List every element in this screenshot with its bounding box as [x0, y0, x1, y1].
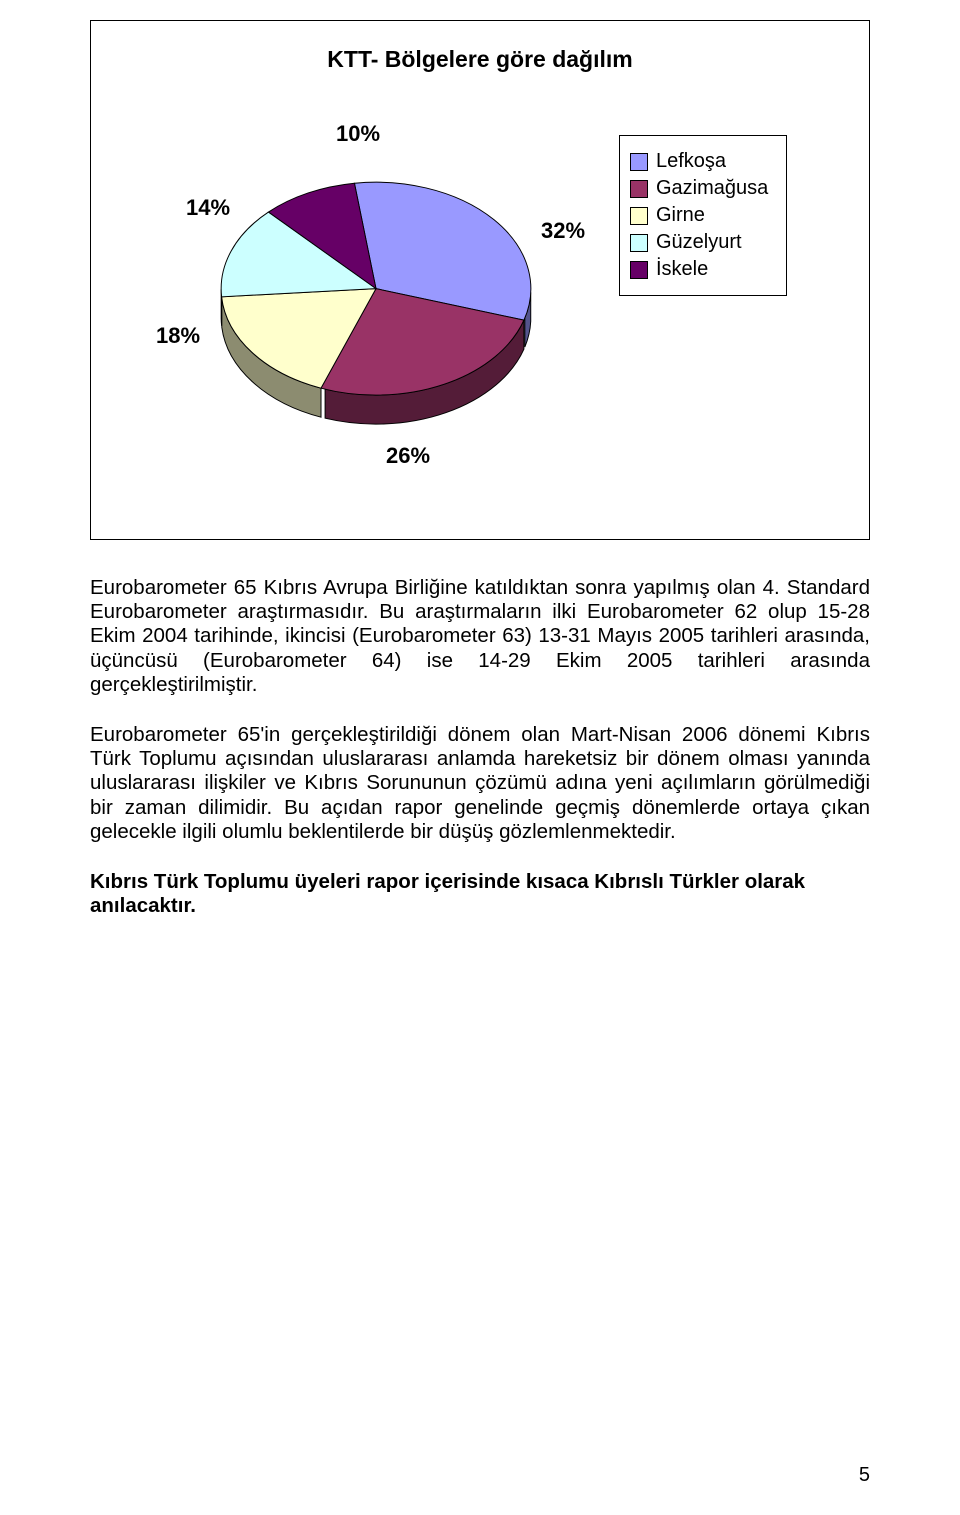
- legend-box: Lefkoşa Gazimağusa Girne Güzelyurt İskele: [619, 135, 787, 296]
- pie-wrap: 32% 26% 18% 14% 10%: [111, 103, 611, 483]
- legend-entry: Güzelyurt: [630, 231, 768, 254]
- chart-body: 32% 26% 18% 14% 10% Lefkoşa Gazimağusa Girne Gü…: [111, 103, 849, 483]
- legend-label: Gazimağusa: [656, 177, 768, 200]
- legend-entry: Gazimağusa: [630, 177, 768, 200]
- pct-label: 32%: [541, 218, 585, 244]
- paragraph-1: Eurobarometer 65 Kıbrıs Avrupa Birliğine…: [90, 576, 870, 697]
- legend-label: İskele: [656, 258, 708, 281]
- legend-swatch: [630, 180, 648, 198]
- pct-label: 18%: [156, 323, 200, 349]
- legend-label: Güzelyurt: [656, 231, 742, 254]
- pie-svg: [216, 158, 536, 458]
- pie-chart-container: KTT- Bölgelere göre dağılım 32% 26% 18% 14%…: [90, 20, 870, 540]
- legend-entry: Lefkoşa: [630, 150, 768, 173]
- body-text: Eurobarometer 65 Kıbrıs Avrupa Birliğine…: [90, 576, 870, 918]
- legend-label: Girne: [656, 204, 705, 227]
- legend-label: Lefkoşa: [656, 150, 726, 173]
- legend-entry: İskele: [630, 258, 768, 281]
- pct-label: 10%: [336, 121, 380, 147]
- paragraph-3: Kıbrıs Türk Toplumu üyeleri rapor içeris…: [90, 870, 870, 918]
- pct-label: 26%: [386, 443, 430, 469]
- legend-swatch: [630, 234, 648, 252]
- page-number: 5: [859, 1464, 870, 1487]
- page: KTT- Bölgelere göre dağılım 32% 26% 18% 14%…: [0, 0, 960, 1515]
- legend-entry: Girne: [630, 204, 768, 227]
- chart-title: KTT- Bölgelere göre dağılım: [111, 46, 849, 73]
- legend-swatch: [630, 261, 648, 279]
- paragraph-2: Eurobarometer 65'in gerçekleştirildiği d…: [90, 723, 870, 844]
- pct-label: 14%: [186, 195, 230, 221]
- legend-swatch: [630, 207, 648, 225]
- legend-swatch: [630, 153, 648, 171]
